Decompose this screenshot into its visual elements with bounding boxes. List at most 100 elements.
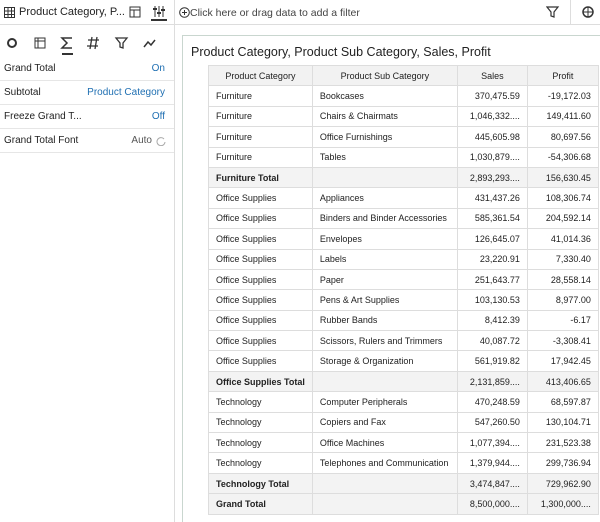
- total-profit: 413,406.65: [526, 370, 599, 393]
- sub-category-cell: Telephones and Communication: [311, 452, 458, 474]
- sales-cell: 585,361.54: [456, 207, 528, 230]
- column-header: Product Category: [208, 64, 313, 87]
- profit-cell: 231,523.38: [526, 432, 599, 454]
- pivot-table: Product Category Product Sub Category Sale…: [208, 64, 599, 515]
- profit-cell: -54,306.68: [526, 146, 599, 168]
- column-header: Sales: [456, 64, 528, 87]
- data-row: Office Supplies Scissors, Rulers and Trim…: [208, 330, 599, 352]
- sales-cell: 370,475.59: [456, 85, 528, 107]
- analytics-tab[interactable]: [143, 39, 156, 48]
- category-cell: Technology: [208, 432, 313, 454]
- data-row: Office Supplies Envelopes 126,645.07 41,014…: [208, 228, 599, 250]
- category-cell: Office Supplies: [208, 207, 313, 230]
- property-label: Freeze Grand T...: [4, 111, 82, 122]
- category-cell: Technology: [208, 391, 313, 413]
- empty-cell: [311, 370, 458, 393]
- category-cell: Office Supplies: [208, 187, 313, 209]
- category-cell: Office Supplies: [208, 309, 313, 332]
- category-cell: Office Supplies: [208, 228, 313, 250]
- property-value[interactable]: Product Category: [87, 87, 165, 98]
- profit-cell: 7,330.40: [526, 248, 599, 270]
- total-sales: 2,893,293....: [456, 166, 528, 189]
- view-title: Product Category, Product Sub Category, …: [191, 45, 491, 59]
- layout-icon[interactable]: [129, 6, 141, 18]
- total-label: Grand Total: [208, 493, 313, 515]
- sales-cell: 1,030,879....: [456, 146, 528, 168]
- category-cell: Office Supplies: [208, 248, 313, 270]
- divider: [570, 0, 571, 25]
- profit-cell: 8,977.00: [526, 289, 599, 311]
- empty-cell: [311, 493, 458, 515]
- data-row: Office Supplies Storage & Organization 561…: [208, 350, 599, 372]
- property-label: Grand Total: [4, 63, 56, 74]
- data-row: Technology Telephones and Communication 1,…: [208, 452, 599, 474]
- sub-category-cell: Office Furnishings: [311, 126, 458, 148]
- subtotal-row: Furniture Total 2,893,293.... 156,630.45: [208, 166, 599, 189]
- profit-cell: 28,558.14: [526, 268, 599, 291]
- data-row: Technology Computer Peripherals 470,248.59…: [208, 391, 599, 413]
- data-row: Technology Copiers and Fax 547,260.50 130,1…: [208, 411, 599, 434]
- data-row: Furniture Chairs & Chairmats 1,046,332....…: [208, 105, 599, 128]
- property-value[interactable]: Auto: [131, 135, 152, 146]
- filter-bar[interactable]: Click here or drag data to add a filter: [175, 0, 600, 25]
- data-row: Office Supplies Rubber Bands 8,412.39 -6.17: [208, 309, 599, 332]
- category-cell: Technology: [208, 452, 313, 474]
- header-title: Product Category, P...: [19, 6, 125, 18]
- total-profit: 729,962.90: [526, 472, 599, 495]
- header-row: Product Category Product Sub Category Sale…: [208, 64, 599, 87]
- subtotal-row: Technology Total 3,474,847.... 729,962.90: [208, 472, 599, 495]
- filter-tab[interactable]: [114, 37, 129, 49]
- category-cell: Office Supplies: [208, 289, 313, 311]
- property-row: Freeze Grand T... Off: [0, 105, 174, 129]
- settings-icon[interactable]: [581, 5, 595, 19]
- property-row: Subtotal Product Category: [0, 81, 174, 105]
- totals-tab[interactable]: [60, 37, 72, 49]
- sub-category-cell: Envelopes: [311, 228, 458, 250]
- sales-cell: 251,643.77: [456, 268, 528, 291]
- number-tab[interactable]: [87, 36, 99, 50]
- profit-cell: 130,104.71: [526, 411, 599, 434]
- properties-panel: Product Category, P... Grand Total On Subt…: [0, 0, 175, 522]
- sub-category-cell: Tables: [311, 146, 458, 168]
- sales-cell: 431,437.26: [456, 187, 528, 209]
- profit-cell: 108,306.74: [526, 187, 599, 209]
- data-row: Furniture Tables 1,030,879.... -54,306.68: [208, 146, 599, 168]
- sub-category-cell: Labels: [311, 248, 458, 270]
- add-filter-icon: [179, 7, 190, 18]
- data-row: Office Supplies Paper 251,643.77 28,558.14: [208, 268, 599, 291]
- data-row: Technology Office Machines 1,077,394.... 23…: [208, 432, 599, 454]
- property-value[interactable]: Off: [151, 111, 165, 122]
- data-row: Furniture Bookcases 370,475.59 -19,172.03: [208, 85, 599, 107]
- reset-icon[interactable]: [156, 136, 166, 146]
- sub-category-cell: Pens & Art Supplies: [311, 289, 458, 311]
- general-tab[interactable]: [7, 38, 17, 48]
- sales-cell: 8,412.39: [456, 309, 528, 332]
- sub-category-cell: Chairs & Chairmats: [311, 105, 458, 128]
- sub-category-cell: Computer Peripherals: [311, 391, 458, 413]
- category-cell: Furniture: [208, 105, 313, 128]
- property-row: Grand Total On: [0, 57, 174, 81]
- category-cell: Office Supplies: [208, 330, 313, 352]
- panel-header: Product Category, P...: [0, 0, 175, 25]
- profit-cell: 149,411.60: [526, 105, 599, 128]
- table-tab[interactable]: [34, 37, 46, 49]
- property-row: Grand Total Font Auto: [0, 129, 174, 153]
- filter-options-icon[interactable]: [546, 5, 560, 19]
- category-cell: Furniture: [208, 85, 313, 107]
- category-cell: Furniture: [208, 126, 313, 148]
- sales-cell: 103,130.53: [456, 289, 528, 311]
- sales-cell: 1,077,394....: [456, 432, 528, 454]
- sales-cell: 445,605.98: [456, 126, 528, 148]
- category-cell: Technology: [208, 411, 313, 434]
- property-value[interactable]: On: [151, 63, 165, 74]
- sub-category-cell: Storage & Organization: [311, 350, 458, 372]
- property-label: Subtotal: [4, 87, 41, 98]
- properties-icon[interactable]: [151, 3, 167, 21]
- sub-category-cell: Office Machines: [311, 432, 458, 454]
- sub-category-cell: Bookcases: [311, 85, 458, 107]
- profit-cell: -19,172.03: [526, 85, 599, 107]
- total-label: Furniture Total: [208, 166, 313, 189]
- profit-cell: 68,597.87: [526, 391, 599, 413]
- total-label: Technology Total: [208, 472, 313, 495]
